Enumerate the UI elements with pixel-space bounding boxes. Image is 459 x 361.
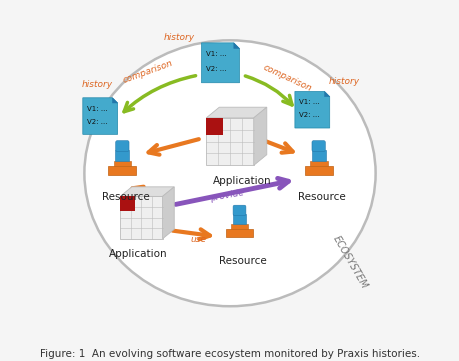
Text: ECOSYSTEM: ECOSYSTEM [330,234,369,290]
FancyBboxPatch shape [311,141,325,151]
Text: Resource: Resource [218,256,266,266]
Text: V2: ...: V2: ... [299,112,319,118]
Polygon shape [311,150,325,161]
Polygon shape [115,150,129,161]
Text: V1: ...: V1: ... [299,99,319,105]
Text: provide: provide [209,188,244,203]
Polygon shape [304,166,332,175]
Polygon shape [108,166,136,175]
Polygon shape [120,187,174,196]
Polygon shape [206,118,223,135]
Text: V1: ...: V1: ... [87,106,107,112]
Text: use: use [190,235,206,244]
Polygon shape [226,229,252,238]
Polygon shape [233,43,239,49]
Polygon shape [206,118,253,165]
Text: V1: ...: V1: ... [206,51,226,57]
Ellipse shape [84,40,375,306]
Text: Application: Application [109,249,167,259]
Text: V2: ...: V2: ... [206,66,226,71]
Polygon shape [230,224,247,229]
Polygon shape [232,214,246,224]
Polygon shape [120,196,134,211]
Polygon shape [324,91,329,97]
Text: Figure: 1  An evolving software ecosystem monitored by Praxis histories.: Figure: 1 An evolving software ecosystem… [40,349,419,359]
Text: history: history [163,32,195,42]
Text: history: history [81,80,112,89]
Text: comparison: comparison [121,59,174,85]
Text: V2: ...: V2: ... [87,119,107,125]
Polygon shape [120,196,162,239]
Text: Resource: Resource [297,192,345,202]
Polygon shape [113,161,131,166]
Text: history: history [328,77,359,86]
Text: Application: Application [213,177,271,186]
Polygon shape [201,43,239,83]
Text: comparison: comparison [261,63,312,93]
FancyBboxPatch shape [116,141,129,151]
FancyBboxPatch shape [233,205,246,216]
Polygon shape [309,161,327,166]
Polygon shape [112,98,118,103]
Polygon shape [253,107,266,165]
Polygon shape [162,187,174,239]
Polygon shape [83,98,118,134]
Text: Resource: Resource [101,192,149,202]
Polygon shape [206,107,266,118]
Polygon shape [294,91,329,128]
